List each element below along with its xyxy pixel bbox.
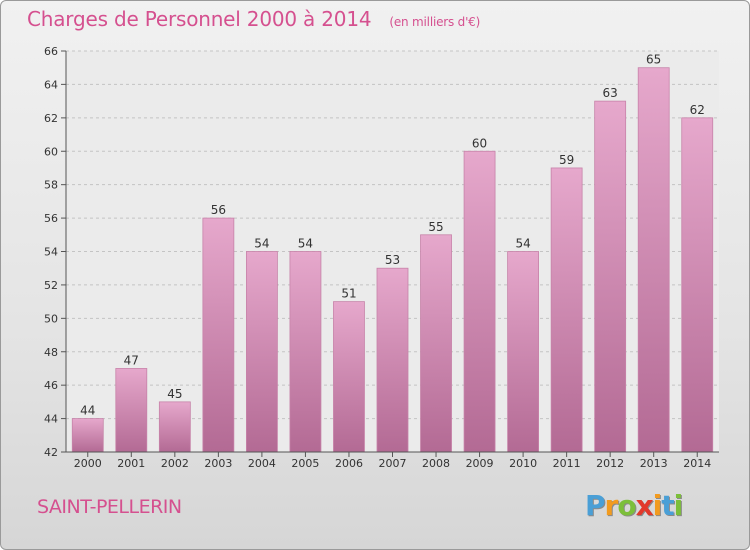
bar-value-label: 63 bbox=[603, 86, 618, 100]
bar bbox=[507, 251, 540, 453]
bar bbox=[420, 234, 452, 453]
y-tick-label: 50 bbox=[44, 312, 58, 325]
bar-value-label: 54 bbox=[254, 237, 269, 251]
bar bbox=[463, 150, 496, 453]
x-axis: 2000 2001 2002 2003 2004 2005 2006 2007 2008 2009… bbox=[66, 451, 719, 470]
x-tick-label: 2002 bbox=[161, 457, 189, 470]
chart-title-text: Charges de Personnel 2000 à 2014 bbox=[27, 7, 372, 31]
logo-letter: i bbox=[652, 489, 663, 522]
logo-letter: r bbox=[604, 489, 619, 522]
bar-value-label: 62 bbox=[690, 103, 705, 117]
y-tick-label: 60 bbox=[44, 145, 58, 158]
x-tick-label: 2004 bbox=[248, 457, 276, 470]
bar bbox=[245, 251, 278, 453]
bar-value-label: 47 bbox=[124, 353, 139, 367]
bar bbox=[594, 100, 627, 453]
proxiti-logo: Proxiti bbox=[585, 489, 684, 522]
x-tick-label: 2007 bbox=[379, 457, 407, 470]
bar bbox=[71, 418, 104, 453]
x-tick-label: 2008 bbox=[422, 457, 450, 470]
bar-value-label: 56 bbox=[211, 203, 226, 217]
bar-value-label: 45 bbox=[167, 387, 182, 401]
x-tick-label: 2009 bbox=[466, 457, 494, 470]
x-tick-label: 2001 bbox=[117, 457, 145, 470]
bar-value-label: 55 bbox=[428, 220, 443, 234]
x-tick-label: 2000 bbox=[74, 457, 102, 470]
x-tick-label: 2012 bbox=[596, 457, 624, 470]
y-tick-label: 66 bbox=[44, 45, 58, 58]
logo-letter: o bbox=[617, 489, 636, 522]
y-tick-label: 54 bbox=[44, 246, 58, 259]
logo-letter: i bbox=[673, 489, 684, 522]
y-tick-label: 46 bbox=[44, 379, 58, 392]
x-tick-label: 2014 bbox=[683, 457, 711, 470]
y-tick-label: 44 bbox=[44, 413, 58, 426]
logo-letter: x bbox=[635, 489, 654, 522]
x-tick-label: 2010 bbox=[509, 457, 537, 470]
bar bbox=[637, 67, 670, 453]
bar bbox=[376, 267, 409, 453]
bar-value-label: 59 bbox=[559, 153, 574, 167]
logo-letter: t bbox=[661, 489, 674, 522]
y-tick-label: 58 bbox=[44, 179, 58, 192]
bar-value-label: 65 bbox=[646, 53, 661, 67]
logo-letter: P bbox=[585, 489, 606, 522]
bar-value-label: 44 bbox=[80, 404, 95, 418]
x-tick-label: 2013 bbox=[640, 457, 668, 470]
bar-value-label: 53 bbox=[385, 253, 400, 267]
y-tick-label: 64 bbox=[44, 78, 58, 91]
bar bbox=[158, 401, 191, 453]
bar bbox=[681, 117, 714, 453]
y-tick-label: 52 bbox=[44, 279, 58, 292]
y-axis: 42 44 46 48 50 52 54 56 58 60 62 64 66 bbox=[44, 45, 67, 459]
x-tick-label: 2006 bbox=[335, 457, 363, 470]
y-tick-label: 62 bbox=[44, 112, 58, 125]
bar bbox=[333, 301, 365, 453]
x-tick-label: 2011 bbox=[553, 457, 581, 470]
y-tick-label: 48 bbox=[44, 346, 58, 359]
y-tick-label: 56 bbox=[44, 212, 58, 225]
x-tick-label: 2005 bbox=[291, 457, 319, 470]
chart-title: Charges de Personnel 2000 à 2014 (en mill… bbox=[27, 7, 480, 31]
bar-value-label: 60 bbox=[472, 136, 487, 150]
x-tick-label: 2003 bbox=[204, 457, 232, 470]
town-name: SAINT-PELLERIN bbox=[37, 496, 182, 518]
bar-value-label: 54 bbox=[515, 237, 530, 251]
y-tick-label: 42 bbox=[44, 446, 58, 459]
bar-value-label: 54 bbox=[298, 237, 313, 251]
bar-value-label: 51 bbox=[341, 287, 356, 301]
bars: 44 47 45 56 54 54 51 53 55 60 54 59 63 65 62 bbox=[71, 53, 714, 453]
bar bbox=[289, 251, 322, 453]
bar bbox=[550, 167, 583, 453]
bar bbox=[202, 217, 235, 453]
chart-subtitle: (en milliers d'€) bbox=[389, 15, 481, 29]
bar bbox=[115, 368, 148, 453]
